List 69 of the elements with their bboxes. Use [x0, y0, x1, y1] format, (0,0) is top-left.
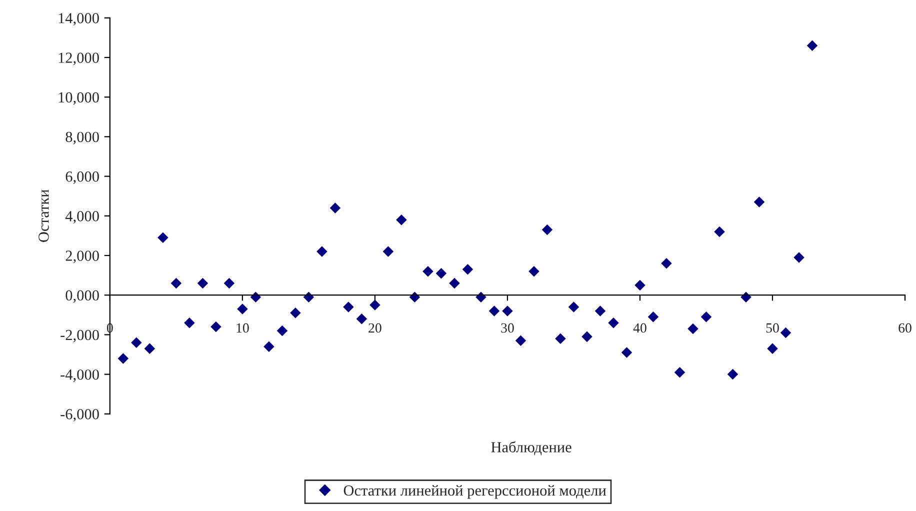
point [700, 312, 712, 322]
point [131, 337, 142, 348]
point [356, 313, 368, 324]
point [794, 252, 804, 263]
point [210, 321, 222, 332]
y-tick-label: 4,000 [65, 211, 99, 224]
y-tick-label: 6,000 [66, 171, 99, 184]
point [568, 302, 580, 312]
y-tick-label: 14,000 [58, 13, 99, 26]
point [224, 278, 235, 289]
point [542, 224, 553, 236]
point [714, 226, 725, 238]
point [634, 280, 646, 291]
y-tick-label: 8,000 [66, 132, 99, 144]
point [382, 246, 394, 257]
point [555, 333, 566, 344]
point [170, 278, 182, 289]
y-tick-label: -6,000 [60, 409, 99, 422]
point [276, 325, 288, 336]
point [330, 202, 341, 214]
point [488, 306, 500, 316]
point [806, 40, 818, 51]
x-tick-label: 10 [236, 323, 249, 333]
point [661, 258, 672, 269]
x-tick-label: 30 [501, 323, 514, 333]
x-axis-title: Наблюдение [491, 441, 572, 456]
point [688, 323, 698, 334]
point [582, 331, 592, 342]
point [648, 312, 659, 322]
legend-label: Остатки линейной регерссионой модели [344, 485, 606, 499]
point [502, 306, 513, 316]
point [515, 335, 526, 346]
point [264, 341, 274, 352]
point [608, 317, 619, 328]
point [727, 368, 738, 380]
point [594, 306, 606, 316]
y-axis-title: Остатки [38, 190, 49, 242]
x-tick-label: 50 [766, 323, 779, 333]
x-tick-label: 60 [898, 323, 912, 333]
y-tick-label: 12,000 [58, 52, 99, 66]
y-tick-label: -4,000 [60, 369, 99, 382]
point [767, 343, 778, 354]
point [462, 264, 474, 275]
point [621, 347, 632, 358]
y-tick-label: 0,000 [66, 290, 99, 303]
point [674, 366, 686, 378]
point [184, 317, 195, 328]
y-tick-label: 2,000 [66, 250, 99, 264]
point [343, 302, 354, 312]
point [409, 292, 420, 302]
point [144, 343, 156, 354]
point [197, 278, 208, 289]
point [290, 308, 301, 318]
point [449, 278, 460, 289]
point [780, 327, 792, 338]
point [370, 300, 380, 310]
x-tick-label: 40 [633, 323, 646, 333]
x-tick-label: 20 [368, 323, 382, 333]
point [436, 268, 447, 279]
point [528, 266, 540, 277]
point [118, 353, 129, 364]
point [158, 232, 168, 244]
point [422, 266, 434, 277]
point [316, 246, 328, 257]
point [396, 214, 407, 226]
y-tick-label: -2,000 [60, 330, 99, 342]
point [237, 304, 248, 314]
point [754, 196, 765, 208]
y-tick-label: 10,000 [58, 92, 99, 105]
